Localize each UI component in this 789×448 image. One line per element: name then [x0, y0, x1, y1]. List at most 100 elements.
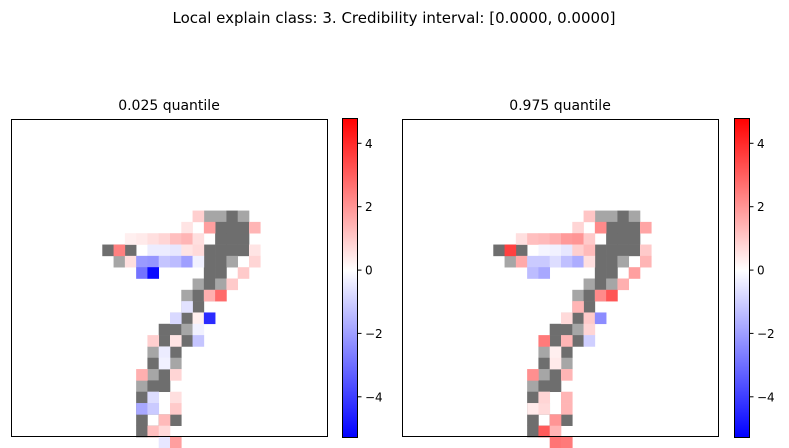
heatmap-cell — [538, 403, 551, 415]
digit-pixel — [504, 255, 517, 268]
digit-pixel — [215, 221, 227, 234]
digit-pixel — [583, 278, 596, 291]
digit-pixel — [572, 323, 584, 336]
digit-pixel — [237, 244, 250, 257]
digit-pixel — [102, 244, 114, 257]
digit-pixel — [147, 346, 160, 359]
figure-suptitle: Local explain class: 3. Credibility inte… — [173, 9, 616, 27]
digit-pixel — [192, 301, 205, 313]
heatmap-cell — [136, 369, 148, 381]
digit-pixel — [158, 369, 171, 381]
heatmap-cell — [192, 312, 205, 325]
heatmap-cell — [147, 244, 160, 257]
heatmap-cell — [538, 244, 551, 257]
heatmap-cell — [583, 335, 596, 347]
digit-pixel — [203, 255, 216, 268]
digit-pixel — [583, 301, 596, 313]
colorbar-tick-label: 2 — [757, 200, 765, 214]
heatmap-cell — [249, 255, 261, 268]
digit-pixel — [594, 255, 607, 268]
heatmap-cell — [170, 403, 182, 415]
heatmap-cell — [203, 312, 216, 325]
heatmap-cell — [158, 255, 171, 268]
heatmap-cell — [147, 267, 160, 279]
colorbar-tick-label: −4 — [365, 390, 383, 404]
digit-pixel — [181, 289, 193, 302]
heatmap-cell — [136, 403, 148, 415]
digit-pixel — [617, 233, 630, 245]
heatmap-right — [403, 120, 719, 448]
heatmap-cell — [640, 255, 652, 268]
heatmap-cell — [572, 244, 584, 257]
heatmap-cell — [549, 357, 562, 370]
heatmap-cell — [561, 391, 573, 404]
heatmap-cell — [561, 369, 573, 381]
heatmap-cell — [583, 233, 596, 245]
heatmap-cell — [147, 335, 160, 347]
digit-pixel — [215, 267, 227, 279]
heatmap-cell — [640, 244, 652, 257]
digit-pixel — [226, 255, 239, 268]
heatmap-cell — [249, 221, 261, 234]
heatmap-cell — [561, 255, 573, 268]
digit-pixel — [181, 323, 193, 336]
heatmap-cell — [583, 210, 596, 223]
heatmap-cell — [538, 335, 551, 347]
heatmap-cell — [113, 244, 126, 257]
digit-pixel — [215, 244, 227, 257]
digit-pixel — [617, 210, 630, 223]
digit-pixel — [617, 255, 630, 268]
heatmap-cell — [561, 244, 573, 257]
digit-pixel — [527, 425, 539, 438]
digit-pixel — [572, 335, 584, 347]
digit-pixel — [181, 335, 193, 347]
digit-pixel — [215, 255, 227, 268]
heatmap-cell — [203, 221, 216, 234]
heatmap-cell — [158, 437, 171, 448]
heatmap-cell — [170, 255, 182, 268]
digit-pixel — [549, 323, 562, 336]
heatmap-cell — [181, 244, 193, 257]
digit-pixel — [203, 278, 216, 291]
heatmap-cell — [249, 244, 261, 257]
digit-pixel — [561, 323, 573, 336]
colorbar-left-ticks: −4 −2 0 2 4 — [357, 137, 383, 404]
colorbar-tick-label: 0 — [757, 264, 765, 278]
digit-pixel — [124, 244, 137, 257]
heatmap-cell — [572, 233, 584, 245]
heatmap-cell — [170, 244, 182, 257]
panel-title-left: 0.025 quantile — [118, 98, 220, 114]
heatmap-cell — [549, 244, 562, 257]
heatmap-cell — [617, 278, 630, 291]
heatmap-cell — [158, 414, 171, 426]
heatmap-cell — [147, 255, 160, 268]
colorbar-tick-label: 4 — [757, 137, 765, 151]
heatmap-cell — [215, 289, 227, 302]
digit-pixel — [538, 346, 551, 359]
heatmap-cell — [136, 233, 148, 245]
digit-pixel — [237, 221, 250, 234]
digit-pixel — [113, 255, 126, 268]
heatmap-cell — [237, 267, 250, 279]
heatmap-cell — [527, 255, 539, 268]
heatmap-cell — [583, 323, 596, 336]
digit-pixel — [549, 369, 562, 381]
digit-pixel — [158, 380, 171, 393]
digit-pixel — [215, 233, 227, 245]
heatmap-cell — [170, 335, 182, 347]
colorbar-right-ticks: −4 −2 0 2 4 — [749, 137, 775, 404]
digit-pixel — [617, 244, 630, 257]
heatmap-cell — [203, 289, 216, 302]
digit-pixel — [606, 210, 618, 223]
heatmap-cell — [136, 267, 148, 279]
heatmap-cell — [181, 221, 193, 234]
digit-pixel — [628, 233, 641, 245]
heatmap-cell — [549, 425, 562, 438]
digit-pixel — [493, 244, 505, 257]
heatmap-cell — [147, 425, 160, 438]
digit-pixel — [617, 221, 630, 234]
colorbar-tick-label: 4 — [365, 137, 373, 151]
colorbar-tick-label: −4 — [757, 390, 775, 404]
digit-pixel — [515, 244, 528, 257]
digit-pixel — [527, 391, 539, 404]
